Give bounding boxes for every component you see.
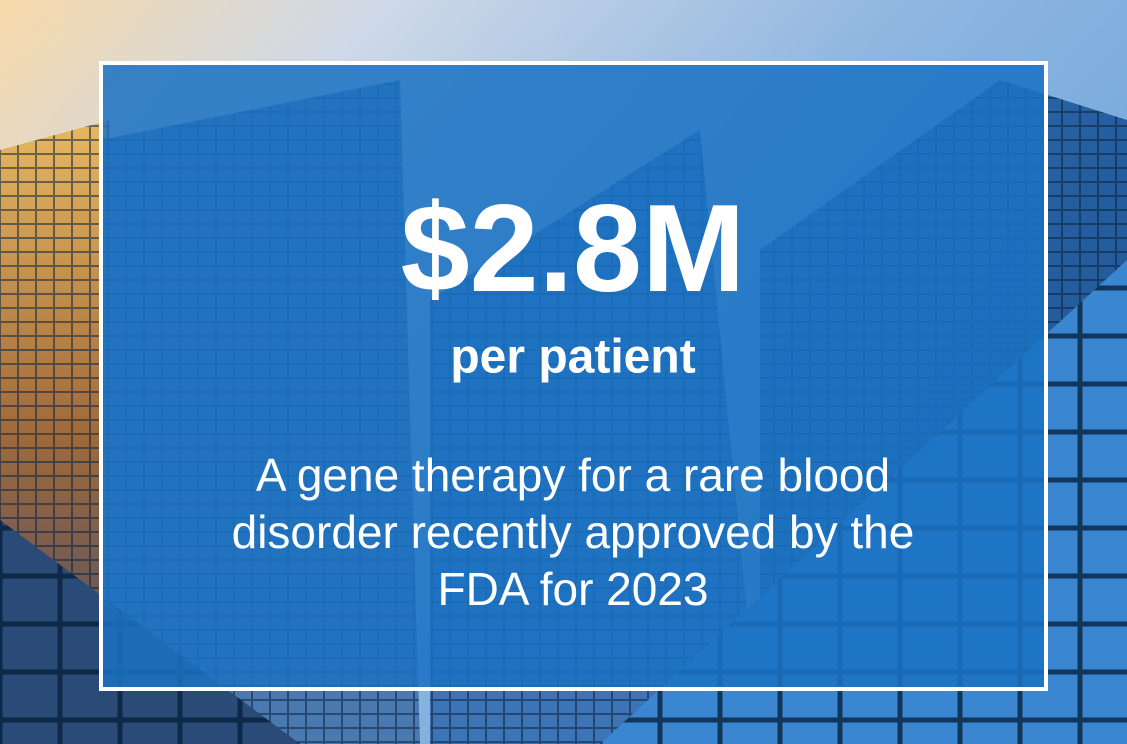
description-line: A gene therapy for a rare blood	[256, 449, 890, 501]
stat-unit: per patient	[450, 331, 695, 384]
stat-value: $2.8M	[401, 180, 746, 318]
description-line: FDA for 2023	[437, 563, 708, 615]
description-line: disorder recently approved by the	[232, 506, 915, 558]
stat-card	[99, 61, 1048, 691]
